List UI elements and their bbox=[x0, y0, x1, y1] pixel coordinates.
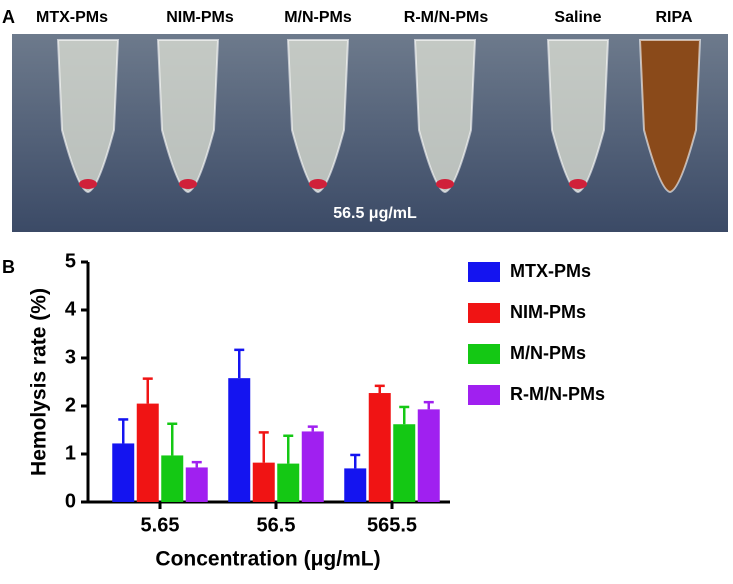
tube-label: MTX-PMs bbox=[36, 9, 108, 26]
pellet bbox=[79, 179, 97, 189]
tube bbox=[156, 39, 220, 194]
tube-label: Saline bbox=[554, 9, 601, 26]
legend-swatch bbox=[468, 344, 500, 364]
pellet bbox=[309, 179, 327, 189]
legend-swatch bbox=[468, 262, 500, 282]
bar bbox=[252, 462, 275, 502]
legend-label: R-M/N-PMs bbox=[510, 384, 605, 404]
x-axis-label: Concentration (μg/mL) bbox=[155, 548, 380, 571]
legend-label: M/N-PMs bbox=[510, 343, 586, 363]
tube bbox=[286, 39, 350, 194]
y-axis-label: Hemolysis rate (%) bbox=[28, 288, 51, 476]
y-tick-label: 5 bbox=[65, 250, 76, 272]
x-tick-label: 5.65 bbox=[141, 514, 180, 536]
bar bbox=[112, 443, 135, 502]
bar bbox=[368, 393, 391, 502]
y-tick-label: 3 bbox=[65, 346, 76, 368]
photo-annotation: 56.5 μg/mL bbox=[333, 205, 417, 222]
y-tick-label: 4 bbox=[65, 298, 77, 320]
tube-label: R-M/N-PMs bbox=[404, 9, 489, 26]
y-tick-label: 0 bbox=[65, 490, 76, 512]
bar bbox=[136, 403, 159, 502]
bar bbox=[185, 467, 208, 502]
pellet bbox=[569, 179, 587, 189]
legend-label: MTX-PMs bbox=[510, 261, 591, 281]
x-tick-label: 56.5 bbox=[257, 514, 296, 536]
x-tick-label: 565.5 bbox=[367, 514, 417, 536]
y-tick-label: 1 bbox=[65, 442, 76, 464]
y-tick-label: 2 bbox=[65, 394, 76, 416]
tube bbox=[638, 39, 702, 194]
tube bbox=[56, 39, 120, 194]
bar bbox=[344, 468, 367, 502]
bar bbox=[301, 431, 324, 502]
bar bbox=[417, 409, 440, 502]
pellet bbox=[179, 179, 197, 189]
pellet bbox=[436, 179, 454, 189]
bar bbox=[161, 455, 184, 502]
tube bbox=[546, 39, 610, 194]
tube-label: NIM-PMs bbox=[166, 9, 234, 26]
bar bbox=[228, 378, 251, 502]
bar bbox=[277, 463, 300, 502]
panel-label: A bbox=[2, 7, 15, 27]
legend-label: NIM-PMs bbox=[510, 302, 586, 322]
tube-label: M/N-PMs bbox=[284, 9, 352, 26]
bar bbox=[393, 424, 416, 502]
tube bbox=[413, 39, 477, 194]
legend-swatch bbox=[468, 385, 500, 405]
legend-swatch bbox=[468, 303, 500, 323]
photo bbox=[12, 34, 728, 232]
tube-label: RIPA bbox=[655, 9, 692, 26]
panel-label: B bbox=[2, 257, 15, 277]
